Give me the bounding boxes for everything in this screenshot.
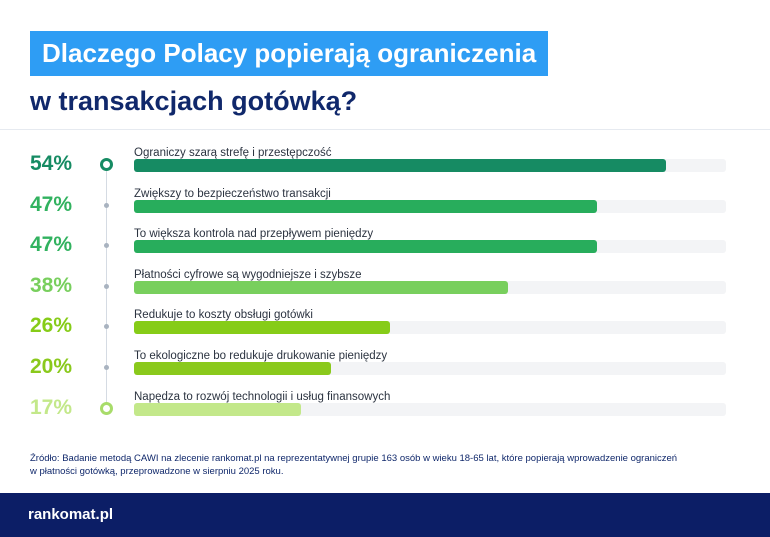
- category-label: Ograniczy szarą strefę i przestępczość: [134, 147, 332, 159]
- bar: [134, 402, 302, 416]
- bar: [134, 159, 666, 172]
- bar: [134, 240, 597, 254]
- bar-track: [134, 321, 726, 335]
- category-label: Napędza to rozwój technologii i usług fi…: [134, 390, 391, 403]
- category-label: To większa kontrola nad przepływem pieni…: [134, 228, 374, 241]
- source-note: Źródło: Badanie metodą CAWI na zlecenie …: [30, 453, 678, 477]
- bar-track: [134, 159, 726, 172]
- marker-dot-icon: [104, 202, 109, 208]
- bar-track: [134, 199, 726, 213]
- value-label: 17%: [30, 395, 73, 419]
- category-label: Płatności cyfrowe są wygodniejsze i szyb…: [134, 268, 362, 281]
- bar-track: [134, 280, 726, 294]
- value-label: 20%: [30, 355, 73, 378]
- title-line-2: w transakcjach gotówką?: [30, 86, 358, 116]
- bar-track: [134, 240, 726, 254]
- marker-dot-icon: [104, 365, 109, 370]
- header-divider: [0, 129, 770, 130]
- category-label: Zwiększy to bezpieczeństwo transakcji: [134, 187, 331, 200]
- footer-bar: rankomat.pl: [0, 493, 770, 537]
- marker-dot-icon: [104, 283, 109, 289]
- title-line-1: Dlaczego Polacy popierają ograniczenia: [30, 31, 549, 76]
- category-label: Redukuje to koszty obsługi gotówki: [134, 309, 313, 322]
- value-label: 26%: [30, 314, 73, 338]
- marker-ring-icon: [100, 158, 113, 171]
- marker-ring-icon: [100, 401, 113, 415]
- bar: [134, 199, 597, 213]
- rankomat-logo: rankomat.pl: [28, 506, 114, 523]
- bar-chart: 54% Ograniczy szarą strefę i przestępczoś…: [30, 147, 726, 419]
- value-label: 47%: [30, 233, 73, 257]
- bar: [134, 280, 509, 294]
- value-label: 54%: [30, 152, 73, 175]
- bar: [134, 362, 331, 375]
- value-label: 47%: [30, 192, 73, 216]
- marker-dot-icon: [104, 324, 109, 330]
- bar-track: [134, 362, 726, 375]
- bar: [134, 321, 391, 335]
- value-label: 38%: [30, 273, 73, 297]
- marker-dot-icon: [104, 243, 109, 249]
- bar-track: [134, 402, 726, 416]
- category-label: To ekologiczne bo redukuje drukowanie pi…: [134, 350, 388, 362]
